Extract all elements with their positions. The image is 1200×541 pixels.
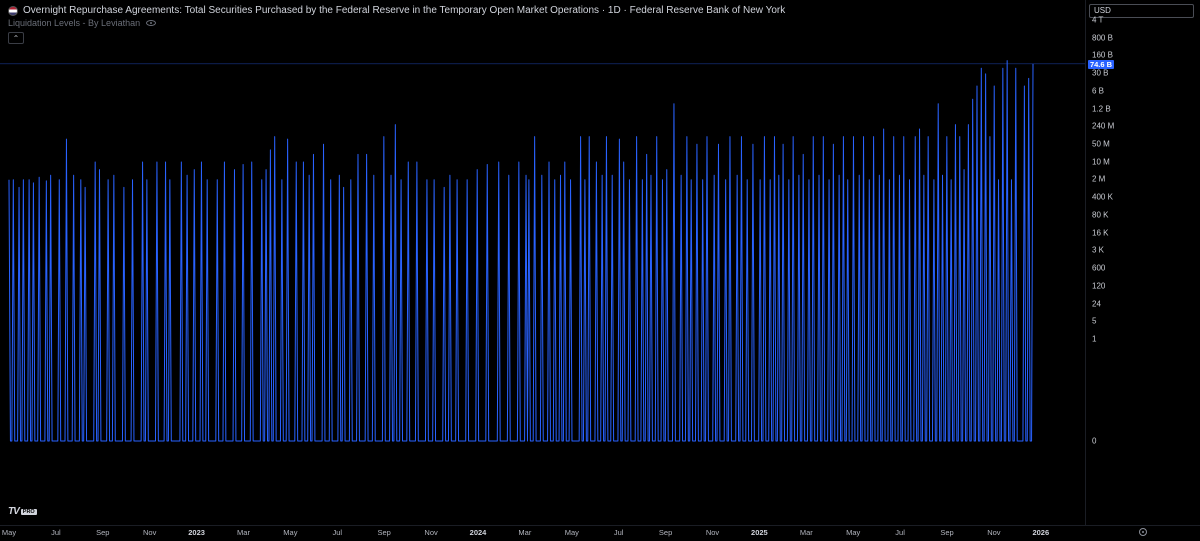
price-tick: 16 K xyxy=(1092,228,1109,238)
time-tick: Jul xyxy=(332,528,343,537)
eye-icon[interactable] xyxy=(146,20,157,26)
settings-icon[interactable] xyxy=(1139,528,1147,536)
price-axis[interactable] xyxy=(1085,0,1200,525)
time-tick: May xyxy=(846,528,861,537)
series-line xyxy=(8,60,1034,442)
time-tick: Sep xyxy=(96,528,110,537)
indicator-name[interactable]: Liquidation Levels - By Leviathan xyxy=(8,18,141,28)
time-tick: Mar xyxy=(237,528,250,537)
price-tick: 10 M xyxy=(1092,157,1110,167)
collapse-icon[interactable]: ⌃ xyxy=(8,32,24,44)
time-tick: 2023 xyxy=(188,528,205,537)
time-tick: Nov xyxy=(705,528,720,537)
time-tick: May xyxy=(564,528,579,537)
price-tick: 5 xyxy=(1092,316,1097,326)
time-tick: 2026 xyxy=(1032,528,1050,537)
time-tick: Nov xyxy=(987,528,1001,537)
price-tick: 600 xyxy=(1092,263,1106,273)
time-tick: May xyxy=(1,528,17,537)
time-tick: Sep xyxy=(940,528,954,537)
price-tick: 800 B xyxy=(1092,33,1113,43)
indicator-row: Liquidation Levels - By Leviathan xyxy=(8,18,157,28)
price-tick: 160 B xyxy=(1092,50,1113,60)
time-tick: Nov xyxy=(424,528,438,537)
time-tick: 2024 xyxy=(469,528,487,537)
plot-area[interactable] xyxy=(0,0,1085,525)
price-tick: 50 M xyxy=(1092,139,1110,149)
tradingview-mark: TV xyxy=(8,506,20,517)
price-tick: 1 xyxy=(1092,334,1097,344)
price-tick: 80 K xyxy=(1092,210,1109,220)
time-tick: Sep xyxy=(377,528,391,537)
last-value-label: 74.6 B xyxy=(1088,60,1114,69)
time-tick: Jul xyxy=(895,528,905,537)
pro-badge: PRO xyxy=(20,508,37,515)
time-axis[interactable] xyxy=(0,525,1200,541)
flag-icon xyxy=(8,5,18,16)
price-tick: 2 M xyxy=(1092,174,1106,184)
series-line-group xyxy=(8,60,1034,442)
time-tick: Nov xyxy=(143,528,157,537)
chart-title[interactable]: Overnight Repurchase Agreements: Total S… xyxy=(23,5,786,16)
price-tick: 6 B xyxy=(1092,86,1105,96)
price-tick: 1.2 B xyxy=(1092,104,1111,114)
currency-selector[interactable]: USD xyxy=(1089,4,1194,18)
tradingview-logo[interactable]: TV PRO xyxy=(8,506,37,517)
time-tick: May xyxy=(283,528,298,537)
chart-svg[interactable] xyxy=(0,0,1085,525)
price-tick: 240 M xyxy=(1092,121,1115,131)
price-tick: 120 xyxy=(1092,281,1106,291)
price-tick: 3 K xyxy=(1092,245,1105,255)
legend-row: Overnight Repurchase Agreements: Total S… xyxy=(8,5,785,16)
time-tick: Mar xyxy=(518,528,532,537)
time-tick: Jul xyxy=(613,528,624,537)
price-tick: 0 xyxy=(1092,436,1097,446)
price-tick: 4 T xyxy=(1092,15,1104,25)
price-tick: 24 xyxy=(1092,299,1101,309)
time-tick: Mar xyxy=(799,528,813,537)
time-tick: Sep xyxy=(658,528,673,537)
time-tick: 2025 xyxy=(751,528,768,537)
time-tick: Jul xyxy=(51,528,61,537)
price-tick: 400 K xyxy=(1092,192,1113,202)
collapse-glyph: ⌃ xyxy=(12,33,20,43)
price-tick: 30 B xyxy=(1092,68,1109,78)
